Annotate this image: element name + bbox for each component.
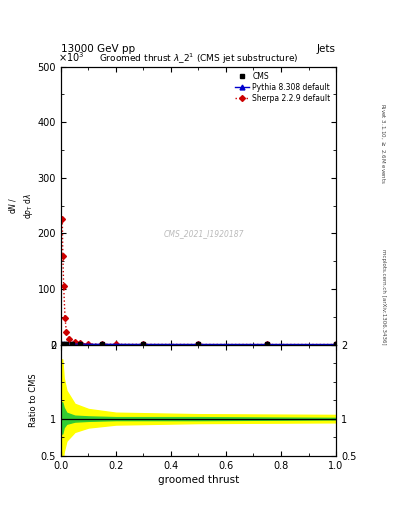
Sherpa 2.2.9 default [61,283,66,289]
Pythia 8.308 default [196,342,201,348]
Pythia 8.308 default [61,341,66,347]
Text: Rivet 3.1.10, $\geq$ 2.6M events: Rivet 3.1.10, $\geq$ 2.6M events [379,103,387,184]
Line: Sherpa 2.2.9 default: Sherpa 2.2.9 default [60,218,338,347]
Sherpa 2.2.9 default [72,339,77,346]
Sherpa 2.2.9 default [141,342,146,348]
Text: 13000 GeV pp: 13000 GeV pp [61,44,135,54]
Line: Pythia 8.308 default: Pythia 8.308 default [60,342,338,347]
Sherpa 2.2.9 default [100,341,105,347]
CMS [265,342,270,348]
Pythia 8.308 default [141,342,146,348]
Sherpa 2.2.9 default [114,341,118,347]
Line: CMS: CMS [60,342,338,347]
Text: mcplots.cern.ch [arXiv:1306.3436]: mcplots.cern.ch [arXiv:1306.3436] [381,249,386,345]
Y-axis label: Ratio to CMS: Ratio to CMS [29,373,38,427]
Sherpa 2.2.9 default [334,342,338,348]
Y-axis label: $\mathrm{d}N$ /
$\mathrm{d}p_\mathrm{T}$ $\mathrm{d}\lambda$: $\mathrm{d}N$ / $\mathrm{d}p_\mathrm{T}$… [7,193,35,219]
Sherpa 2.2.9 default [86,341,91,347]
Pythia 8.308 default [265,342,270,348]
Legend: CMS, Pythia 8.308 default, Sherpa 2.2.9 default: CMS, Pythia 8.308 default, Sherpa 2.2.9 … [233,70,332,104]
CMS [334,342,338,348]
Pythia 8.308 default [70,341,74,347]
Sherpa 2.2.9 default [196,342,201,348]
CMS [61,341,66,347]
Pythia 8.308 default [64,341,69,347]
CMS [60,341,64,347]
Text: CMS_2021_I1920187: CMS_2021_I1920187 [164,229,244,238]
Sherpa 2.2.9 default [265,342,270,348]
Sherpa 2.2.9 default [63,315,68,321]
CMS [64,341,69,347]
Text: $\times10^3$: $\times10^3$ [58,50,84,64]
Pythia 8.308 default [60,340,64,347]
CMS [70,341,74,347]
CMS [78,341,83,347]
CMS [100,342,105,348]
CMS [196,342,201,348]
Pythia 8.308 default [78,341,83,347]
X-axis label: groomed thrust: groomed thrust [158,475,239,485]
Title: Groomed thrust $\lambda\_2^1$ (CMS jet substructure): Groomed thrust $\lambda\_2^1$ (CMS jet s… [99,52,298,67]
Pythia 8.308 default [334,342,338,348]
CMS [141,342,146,348]
Sherpa 2.2.9 default [78,340,83,347]
Sherpa 2.2.9 default [60,217,64,223]
Pythia 8.308 default [100,342,105,348]
Text: Jets: Jets [317,44,336,54]
Sherpa 2.2.9 default [61,252,65,259]
Sherpa 2.2.9 default [64,329,69,335]
Sherpa 2.2.9 default [67,336,72,342]
